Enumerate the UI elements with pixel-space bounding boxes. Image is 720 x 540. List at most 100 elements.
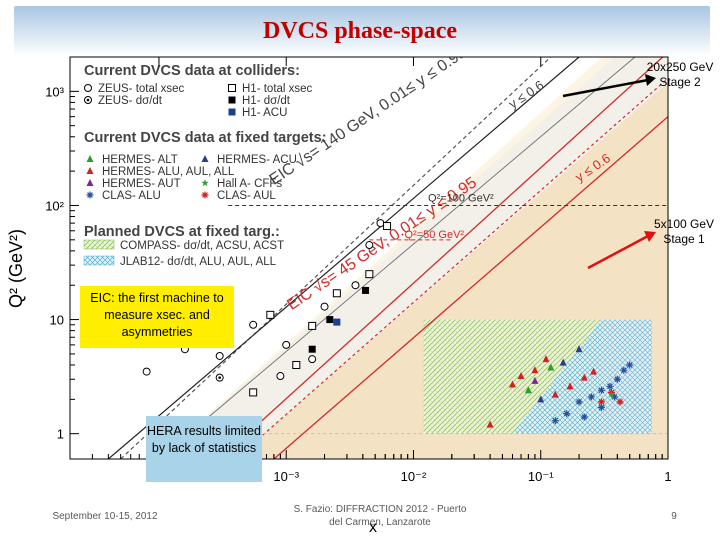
data-point bbox=[320, 302, 329, 311]
data-point bbox=[326, 316, 334, 324]
data-point bbox=[620, 366, 628, 374]
eic-note-box: EIC: the first machine to measure xsec. … bbox=[80, 286, 234, 348]
data-point bbox=[362, 286, 370, 294]
legend-marker bbox=[201, 179, 209, 187]
data-point bbox=[551, 417, 559, 425]
y-tick-label: 1 bbox=[57, 427, 64, 442]
stage2-arrow bbox=[562, 78, 649, 98]
legend-marker bbox=[86, 167, 94, 174]
eic140-upper-dashed bbox=[120, 57, 552, 459]
legend-marker bbox=[86, 179, 94, 186]
data-point bbox=[308, 355, 317, 364]
x-tick-label: 10⁻² bbox=[401, 469, 427, 484]
data-point bbox=[383, 222, 392, 231]
data-point bbox=[333, 318, 341, 326]
stage1-arrow bbox=[587, 234, 649, 270]
slide-title: DVCS phase-space bbox=[262, 18, 457, 44]
data-point bbox=[365, 270, 374, 279]
hera-note-box: HERA results limited by lack of statisti… bbox=[146, 416, 262, 482]
data-point bbox=[626, 361, 634, 369]
data-point bbox=[616, 398, 624, 406]
data-point bbox=[575, 398, 583, 406]
data-point bbox=[266, 310, 275, 319]
data-point bbox=[559, 358, 567, 366]
data-point bbox=[517, 372, 525, 380]
data-point bbox=[351, 281, 360, 290]
legend-entry-label: HERMES- AUT bbox=[102, 178, 181, 190]
data-point bbox=[607, 390, 616, 398]
legend-entry-label: CLAS- AUL bbox=[217, 190, 276, 202]
data-point bbox=[376, 219, 385, 228]
legend-marker bbox=[84, 84, 92, 92]
y-tick-label: 10³ bbox=[45, 84, 64, 99]
data-point bbox=[365, 241, 374, 250]
stage2-energy: 20x250 GeV bbox=[646, 60, 714, 74]
data-point bbox=[542, 355, 550, 363]
data-point bbox=[215, 351, 224, 360]
data-point bbox=[613, 375, 621, 383]
data-point bbox=[276, 372, 285, 381]
legend-entry-label: HERMES- ALT bbox=[102, 154, 178, 166]
data-point bbox=[308, 345, 316, 353]
data-point bbox=[524, 386, 532, 394]
legend-entry-label: JLAB12- dσ/dt, ALU, AUL, ALL bbox=[120, 256, 277, 268]
legend-entry-label: ZEUS- dσ/dt bbox=[98, 95, 163, 107]
y-tick-label: 10² bbox=[45, 198, 64, 213]
legend-entry-label: CLAS- ALU bbox=[102, 190, 161, 202]
data-point bbox=[249, 320, 258, 329]
data-point bbox=[215, 373, 224, 382]
legend-marker bbox=[228, 96, 236, 104]
legend-compass-swatch bbox=[83, 239, 115, 250]
annotation-y06-black: y ≤ 0.6 bbox=[506, 77, 547, 111]
x-tick-label: 1 bbox=[664, 469, 671, 484]
data-point bbox=[509, 380, 517, 388]
legend-marker bbox=[86, 155, 94, 162]
stage2-label: Stage 2 bbox=[659, 75, 701, 89]
annotation-q2-50: Q²=50 GeV² bbox=[404, 229, 464, 241]
stage2-arrowhead bbox=[645, 74, 656, 86]
eic45-y095-line bbox=[235, 77, 668, 459]
stage1-callout: 5x100 GeV Stage 1 bbox=[650, 217, 718, 247]
y-tick-label: 10 bbox=[50, 313, 64, 328]
data-point bbox=[142, 367, 151, 376]
legend-planned-header: Planned DVCS at fixed targ.: bbox=[84, 224, 280, 240]
data-point bbox=[597, 403, 605, 411]
legend-jlab12-swatch bbox=[83, 255, 115, 266]
data-point bbox=[566, 382, 574, 390]
x-tick-label: 10⁻¹ bbox=[528, 469, 554, 484]
data-point bbox=[611, 393, 619, 401]
data-point bbox=[606, 382, 614, 390]
eic140-y095-line bbox=[107, 57, 580, 459]
legend-marker bbox=[86, 191, 94, 199]
legend-marker bbox=[228, 108, 236, 116]
legend-marker bbox=[228, 84, 236, 92]
data-point bbox=[575, 345, 583, 353]
data-point bbox=[292, 360, 301, 369]
legend-entry-label: H1- ACU bbox=[242, 107, 287, 119]
data-point bbox=[531, 366, 539, 374]
stage2-callout: 20x250 GeV Stage 2 bbox=[642, 60, 718, 90]
legend-entry-label: H1- dσ/dt bbox=[242, 95, 291, 107]
data-point bbox=[332, 289, 341, 298]
x-axis-label: x bbox=[369, 519, 377, 536]
data-point bbox=[563, 410, 571, 418]
legend-entry-label: ZEUS- total xsec bbox=[98, 83, 185, 95]
data-point bbox=[531, 376, 539, 384]
eic45-y06-line bbox=[273, 116, 668, 459]
title-banner bbox=[14, 6, 710, 56]
eic140-y06-line bbox=[158, 57, 636, 459]
x-tick-label: 10⁻³ bbox=[273, 469, 299, 484]
data-point bbox=[580, 413, 588, 421]
data-point bbox=[587, 393, 595, 401]
data-point bbox=[547, 363, 555, 371]
data-point bbox=[537, 395, 545, 403]
stage1-arrowhead bbox=[644, 231, 656, 242]
stage1-label: Stage 1 bbox=[663, 232, 705, 246]
legend-entry-label: Hall A- CFFs bbox=[217, 178, 282, 190]
legend-entry-label: HERMES- ACU bbox=[217, 154, 297, 166]
legend-entry-label: COMPASS- dσ/dt, ACSU, ACST bbox=[120, 240, 284, 252]
legend-entry-label: HERMES- ALU, AUL, ALL bbox=[102, 166, 235, 178]
data-point bbox=[597, 398, 605, 406]
legend-fixed-header: Current DVCS data at fixed targets: bbox=[84, 130, 327, 146]
